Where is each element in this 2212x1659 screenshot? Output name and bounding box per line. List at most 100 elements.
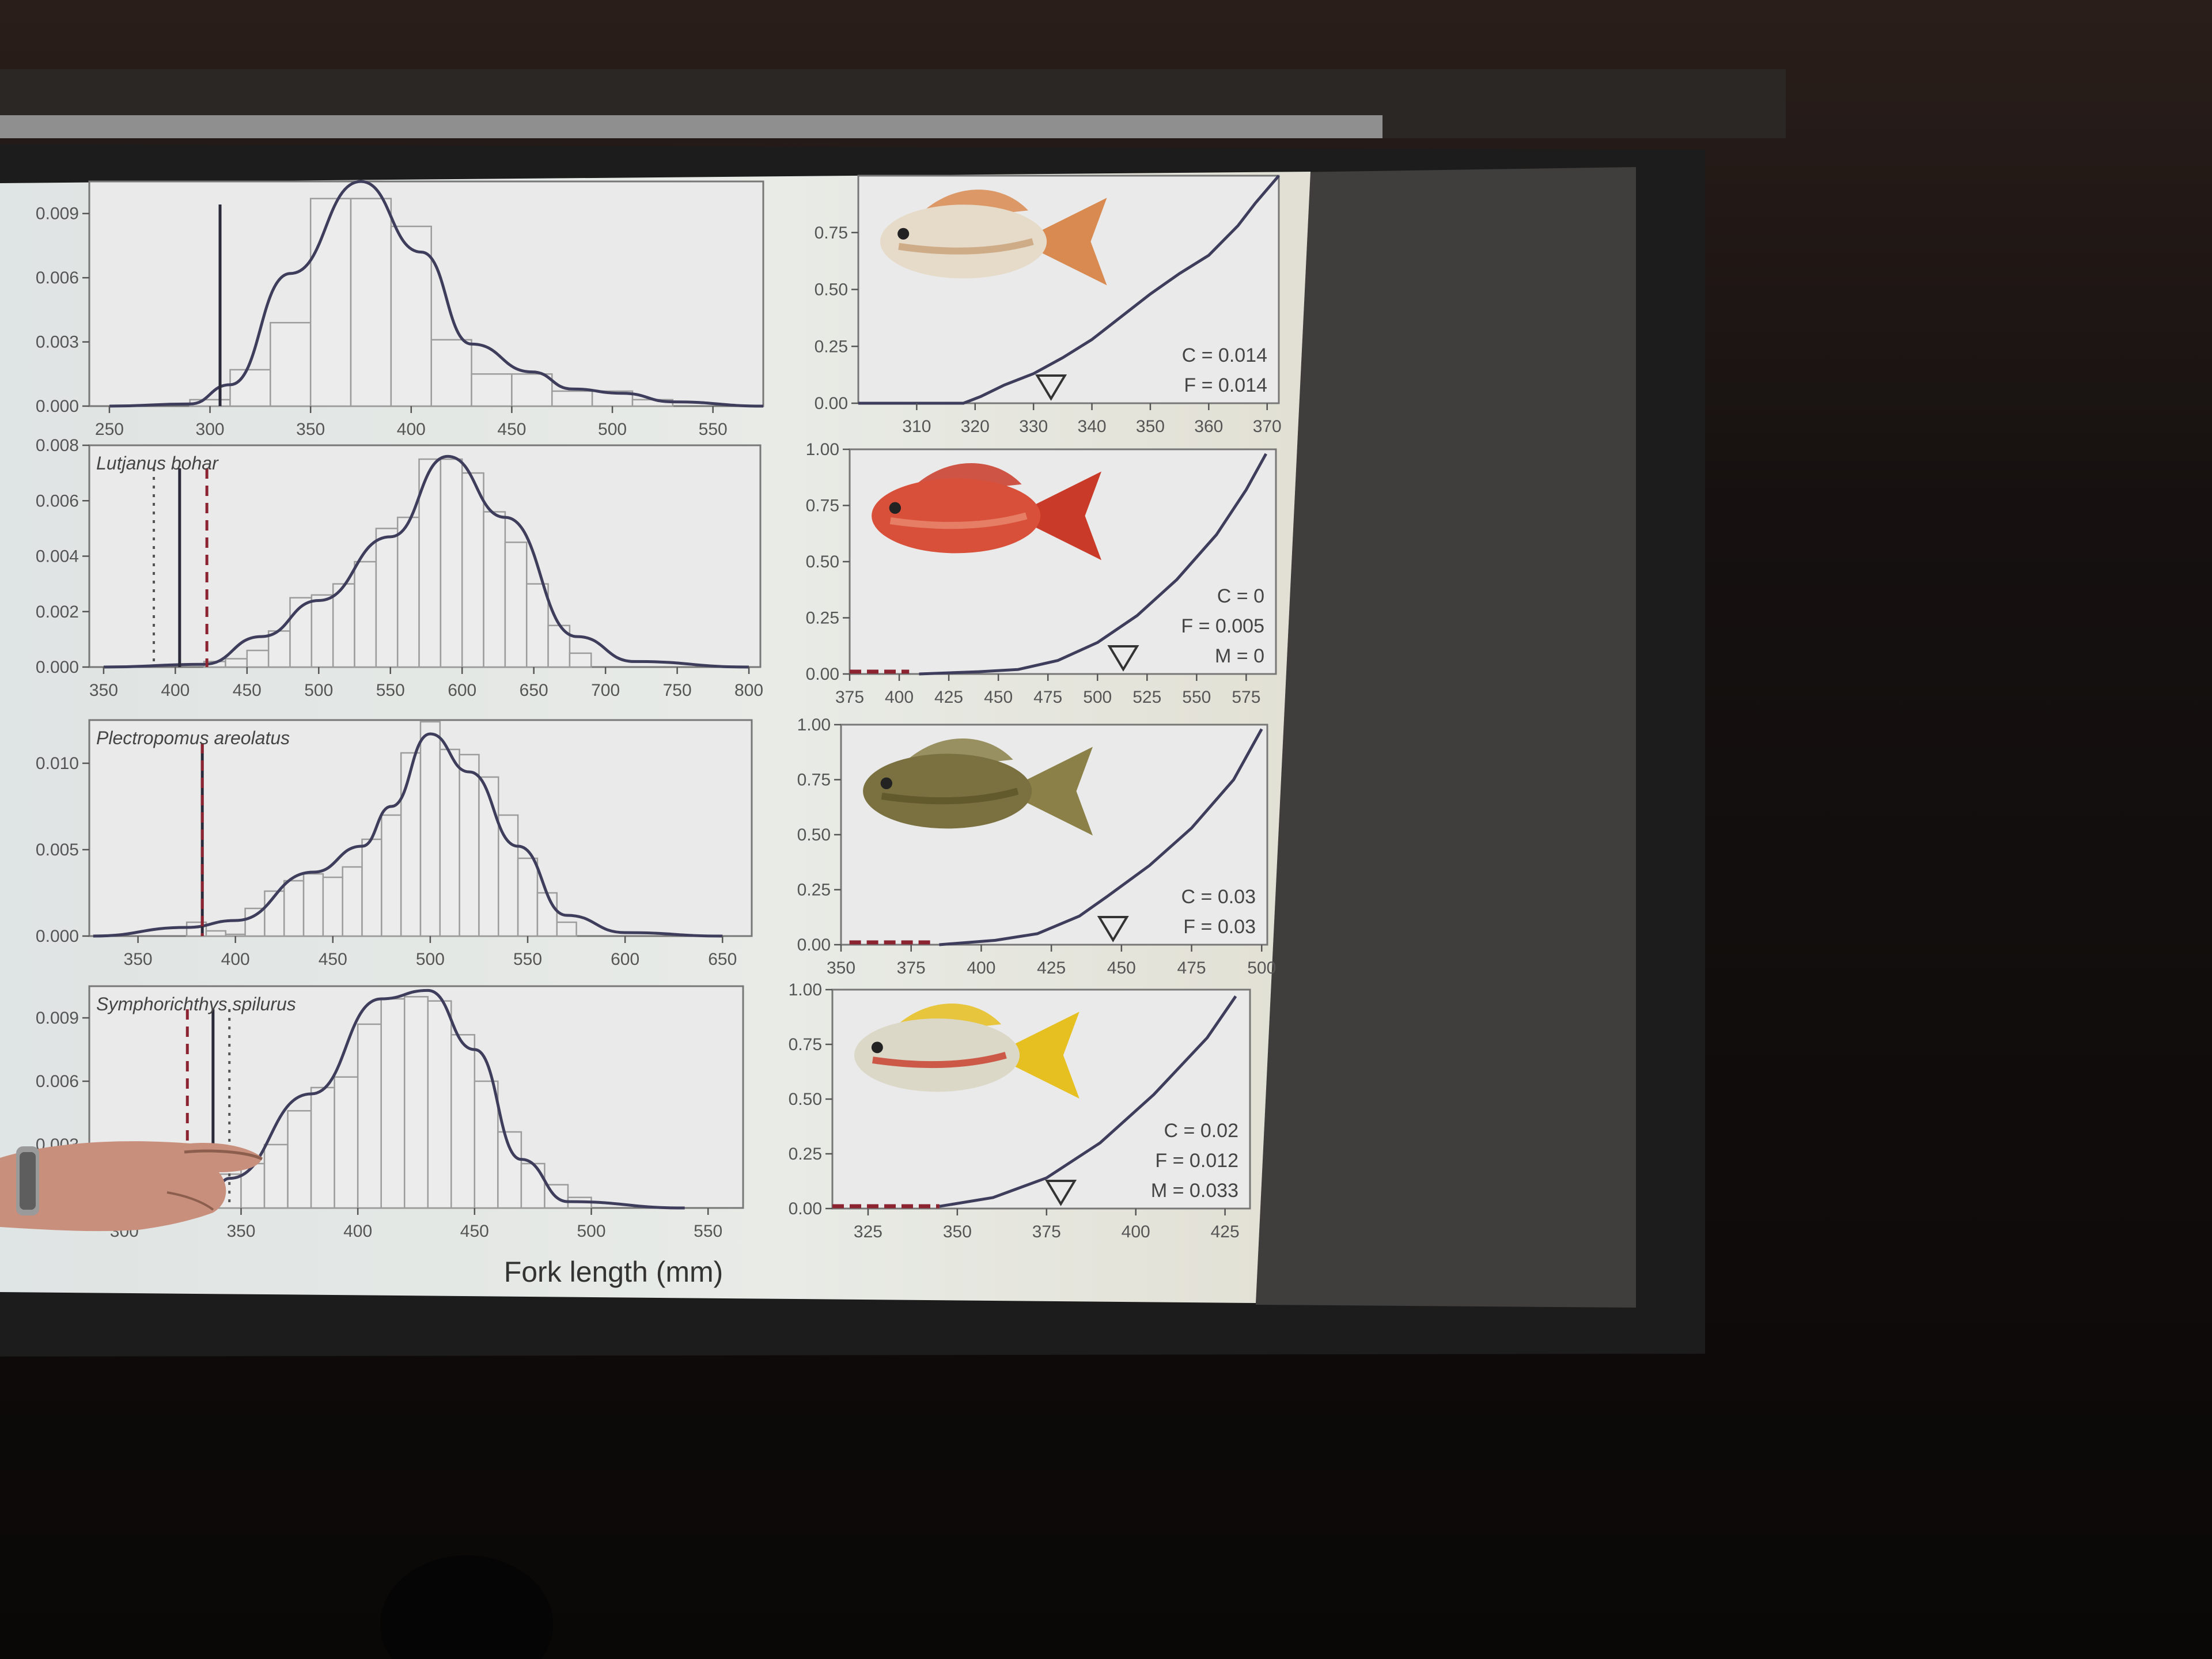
x-tick-label: 375	[897, 959, 926, 978]
x-tick-label: 370	[1253, 417, 1282, 436]
pointing-hand	[0, 1141, 263, 1232]
histogram-bar	[229, 369, 271, 407]
x-tick-label: 250	[95, 420, 124, 439]
x-tick-label: 310	[902, 417, 931, 436]
histogram-bar	[497, 1131, 522, 1209]
x-tick-label: 300	[196, 420, 225, 439]
x-tick-label: 575	[1232, 688, 1260, 707]
y-tick-label: 0.003	[36, 333, 79, 352]
x-tick-label: 425	[1037, 959, 1066, 978]
y-tick-label: 0.25	[797, 881, 831, 900]
x-tick-label: 350	[827, 959, 855, 978]
histogram-bar	[390, 225, 432, 407]
histogram-bar	[357, 1023, 382, 1209]
density-curve	[103, 454, 749, 669]
plot-area	[849, 448, 1277, 675]
x-tick-label: 450	[1107, 959, 1136, 978]
x-tick-label: 500	[598, 420, 627, 439]
histogram-bar	[483, 511, 506, 668]
y-tick-label: 0.008	[36, 436, 79, 455]
histogram-bar	[310, 1086, 335, 1209]
species-label: Lutjanus bohar	[96, 453, 219, 474]
x-tick-label: 450	[497, 420, 526, 439]
screen-top-strip	[0, 115, 1382, 138]
dim-right-area	[1256, 167, 1636, 1308]
x-tick-label: 500	[577, 1222, 605, 1241]
y-tick-label: 0.000	[36, 927, 79, 946]
y-tick-label: 0.00	[789, 1199, 822, 1218]
histogram-bar	[287, 1110, 312, 1209]
density-curve	[183, 988, 685, 1210]
histogram-bar	[205, 930, 227, 937]
fish-illustration-4	[854, 1003, 1080, 1099]
x-tick-label: 350	[124, 950, 153, 969]
y-tick-label: 0.25	[806, 609, 839, 628]
histogram-bar	[334, 1076, 359, 1209]
y-tick-label: 0.006	[36, 491, 79, 510]
y-tick-label: 1.00	[789, 980, 822, 999]
histogram-bar	[400, 752, 422, 937]
x-tick-label: 550	[694, 1222, 722, 1241]
x-tick-label: 320	[961, 417, 990, 436]
histogram-bar	[240, 1162, 266, 1209]
fish-illustration-2	[872, 463, 1101, 560]
y-tick-label: 0.009	[36, 1009, 79, 1028]
histogram-bar	[283, 880, 305, 937]
x-tick-label: 450	[319, 950, 347, 969]
histogram-bar	[332, 583, 355, 668]
histogram-bar	[440, 458, 463, 668]
y-tick-label: 0.00	[797, 935, 831, 955]
histogram-bar	[361, 838, 382, 937]
y-tick-label: 0.000	[36, 397, 79, 416]
audience-head-silhouette	[380, 1555, 553, 1659]
cumulative-curve	[858, 175, 1280, 405]
marker-triangle	[1097, 916, 1129, 942]
histogram-bar	[396, 516, 420, 668]
x-tick-label: 360	[1194, 417, 1223, 436]
histogram-bar	[569, 652, 592, 668]
histogram-bar	[380, 998, 406, 1209]
parameter-annotation: F = 0.005	[1181, 615, 1264, 637]
x-tick-label: 350	[1136, 417, 1165, 436]
parameter-annotation: M = 0.033	[1151, 1180, 1238, 1202]
fish-illustration-1	[880, 190, 1107, 286]
y-tick-label: 0.00	[815, 394, 848, 413]
y-tick-label: 0.00	[806, 665, 839, 684]
parameter-annotation: F = 0.03	[1183, 916, 1256, 938]
histogram-bar	[520, 1162, 546, 1209]
y-tick-label: 0.009	[36, 204, 79, 224]
histogram-bar	[309, 198, 352, 407]
cumulative-curve	[939, 728, 1263, 946]
x-tick-label: 525	[1132, 688, 1161, 707]
species-label: Symphorichthys spilurus	[96, 994, 296, 1014]
histogram-bar	[350, 198, 392, 407]
x-tick-label: 400	[397, 420, 426, 439]
parameter-annotation: C = 0.03	[1181, 886, 1256, 908]
y-tick-label: 0.50	[815, 281, 848, 300]
x-tick-label: 400	[161, 681, 190, 700]
parameter-annotation: F = 0.014	[1184, 374, 1267, 396]
x-tick-label: 450	[233, 681, 262, 700]
cumulative-curve	[919, 453, 1267, 676]
histogram-bar	[354, 560, 377, 668]
histogram-bar	[244, 907, 266, 937]
chart-panel-6: C = 0.03 F = 0.03 350 375 400 425 450 475 500 0.0…	[797, 715, 1277, 978]
x-tick-label: 650	[520, 681, 548, 700]
chart-panel-2: C = 0.014 F = 0.014 310 320 330 340 350 360 370 0…	[815, 175, 1282, 436]
chart-panel-8: C = 0.02 F = 0.012 M = 0.033 325 350 375 400 42…	[789, 980, 1251, 1241]
x-tick-label: 425	[934, 688, 963, 707]
histogram-bar	[310, 594, 334, 668]
histogram-bar	[270, 321, 312, 407]
x-tick-label: 550	[699, 420, 728, 439]
histogram-bar	[322, 876, 343, 937]
histogram-bar	[461, 472, 484, 668]
histogram-bar	[419, 721, 441, 937]
parameter-annotation: F = 0.012	[1155, 1150, 1238, 1172]
x-tick-label: 330	[1019, 417, 1048, 436]
x-tick-label: 475	[1177, 959, 1206, 978]
plot-area	[831, 988, 1251, 1210]
histogram-bar	[427, 1000, 452, 1209]
histogram-bar	[246, 649, 270, 668]
y-tick-label: 0.75	[797, 771, 831, 790]
